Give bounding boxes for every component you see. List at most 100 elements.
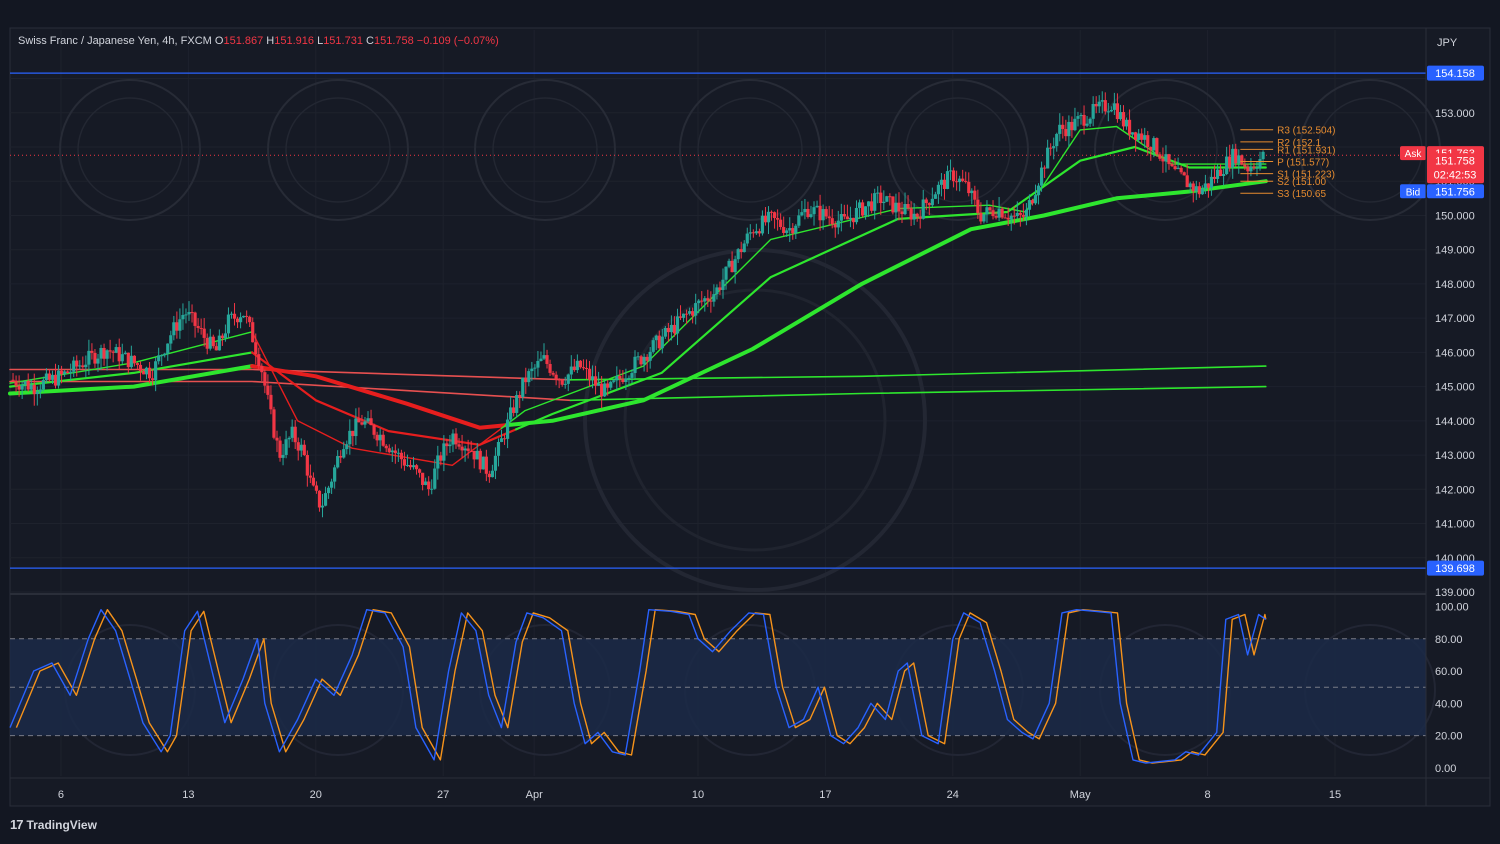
candle-body (336, 456, 340, 468)
candle-body (967, 181, 971, 194)
candle-body (393, 450, 397, 454)
candle-body (1064, 129, 1068, 137)
candle-body (260, 366, 264, 373)
price-tick-label: 149.000 (1435, 245, 1475, 257)
candle-body (405, 464, 410, 466)
moving-average-line (504, 179, 1268, 428)
candle-body (123, 352, 127, 355)
symbol-legend[interactable]: Swiss Franc / Japanese Yen, 4h, FXCM O15… (18, 35, 499, 47)
candle-body (144, 367, 149, 375)
candle-body (930, 198, 934, 206)
candle-body (275, 437, 279, 441)
open-label: O (214, 35, 224, 47)
close-label: C (366, 35, 374, 47)
candle-body (988, 207, 992, 211)
candle-body (202, 328, 206, 338)
last-price-tag: 151.758 (1435, 155, 1475, 167)
candle-body (1167, 154, 1171, 165)
candle-body (424, 481, 428, 485)
price-tick-label: 144.000 (1435, 416, 1475, 428)
candle-body (166, 343, 170, 354)
candle-body (354, 418, 358, 437)
candle-body (223, 333, 228, 339)
moving-average-line (569, 365, 1267, 381)
candle-body (897, 202, 901, 212)
candle-body (1100, 100, 1104, 102)
candle-body (533, 367, 537, 369)
candle-body (1182, 172, 1186, 176)
candle-body (633, 356, 637, 374)
candle-body (378, 434, 382, 441)
candle-body (469, 450, 473, 452)
watermark-logo-icon (1112, 97, 1218, 203)
candle-body (108, 350, 112, 352)
candle-body (1237, 155, 1241, 164)
candle-body (135, 363, 140, 365)
candle-body (939, 179, 944, 185)
candle-body (779, 219, 783, 228)
pivot-label: S3 (150.65 (1277, 189, 1326, 200)
candle-body (785, 230, 789, 233)
candle-body (1000, 208, 1004, 218)
candle-body (399, 452, 403, 460)
stochastic-k-line (9, 609, 1267, 764)
pivot-label: R1 (151.931) (1277, 145, 1335, 156)
moving-average-line (9, 380, 572, 402)
candle-body (976, 199, 980, 213)
candle-body (1140, 133, 1144, 140)
candle-body (99, 347, 103, 359)
stochastic-tick-label: 20.00 (1435, 731, 1463, 743)
candle-body (1246, 166, 1250, 172)
candle-body (366, 418, 370, 422)
candle-body (797, 215, 801, 226)
candle-body (460, 446, 464, 451)
candle-body (196, 325, 200, 328)
candle-body (1009, 215, 1013, 220)
candle-body (287, 437, 291, 440)
candle-body (612, 380, 616, 382)
time-tick-label: 15 (1329, 789, 1341, 801)
candle-body (636, 356, 640, 358)
candle-body (463, 448, 467, 451)
candle-body (342, 449, 346, 458)
candle-body (727, 260, 731, 267)
candle-body (360, 422, 364, 425)
candle-body (815, 205, 819, 208)
candle-body (484, 456, 488, 474)
candle-body (651, 340, 655, 352)
hline-price-tag-bg (1427, 65, 1484, 81)
candle-body (493, 455, 498, 471)
candle-body (1027, 200, 1032, 210)
time-axis[interactable]: 6 13 20 27 Apr 10 17 24 May 8 15 (58, 789, 1341, 801)
candle-body (96, 358, 100, 364)
candle-body (363, 421, 367, 425)
candle-body (502, 438, 507, 440)
bid-price-tag-bg (1427, 184, 1484, 199)
candle-body (266, 385, 270, 395)
moving-average-line (251, 331, 503, 466)
candle-body (1088, 118, 1092, 124)
candle-body (50, 374, 55, 380)
grid (10, 30, 1426, 776)
time-tick-label: 13 (182, 789, 194, 801)
currency-label: JPY (1437, 37, 1458, 49)
pivot-label: P (151.577) (1277, 157, 1329, 168)
candle-body (1218, 169, 1223, 176)
hline-price-tag-bg (1427, 560, 1484, 576)
candle-body (1249, 166, 1253, 172)
price-tick-label: 143.000 (1435, 450, 1475, 462)
candle-body (1012, 215, 1016, 217)
tradingview-logo[interactable]: 17 TradingView (10, 817, 97, 832)
price-axis[interactable]: 153.000151.000150.000149.000148.000147.0… (1435, 108, 1475, 599)
candle-body (788, 228, 792, 231)
price-tick-label: 141.000 (1435, 519, 1475, 531)
pivot-label: S2 (151.00 (1277, 177, 1326, 188)
stochastic-axis[interactable]: 100.00 80.00 60.00 40.00 20.00 0.00 (1435, 601, 1469, 774)
candle-body (1258, 159, 1262, 168)
candle-body (1170, 164, 1174, 167)
candle-body (542, 355, 546, 359)
candle-body (208, 336, 212, 349)
candle-body (238, 317, 243, 323)
candle-body (199, 327, 203, 329)
